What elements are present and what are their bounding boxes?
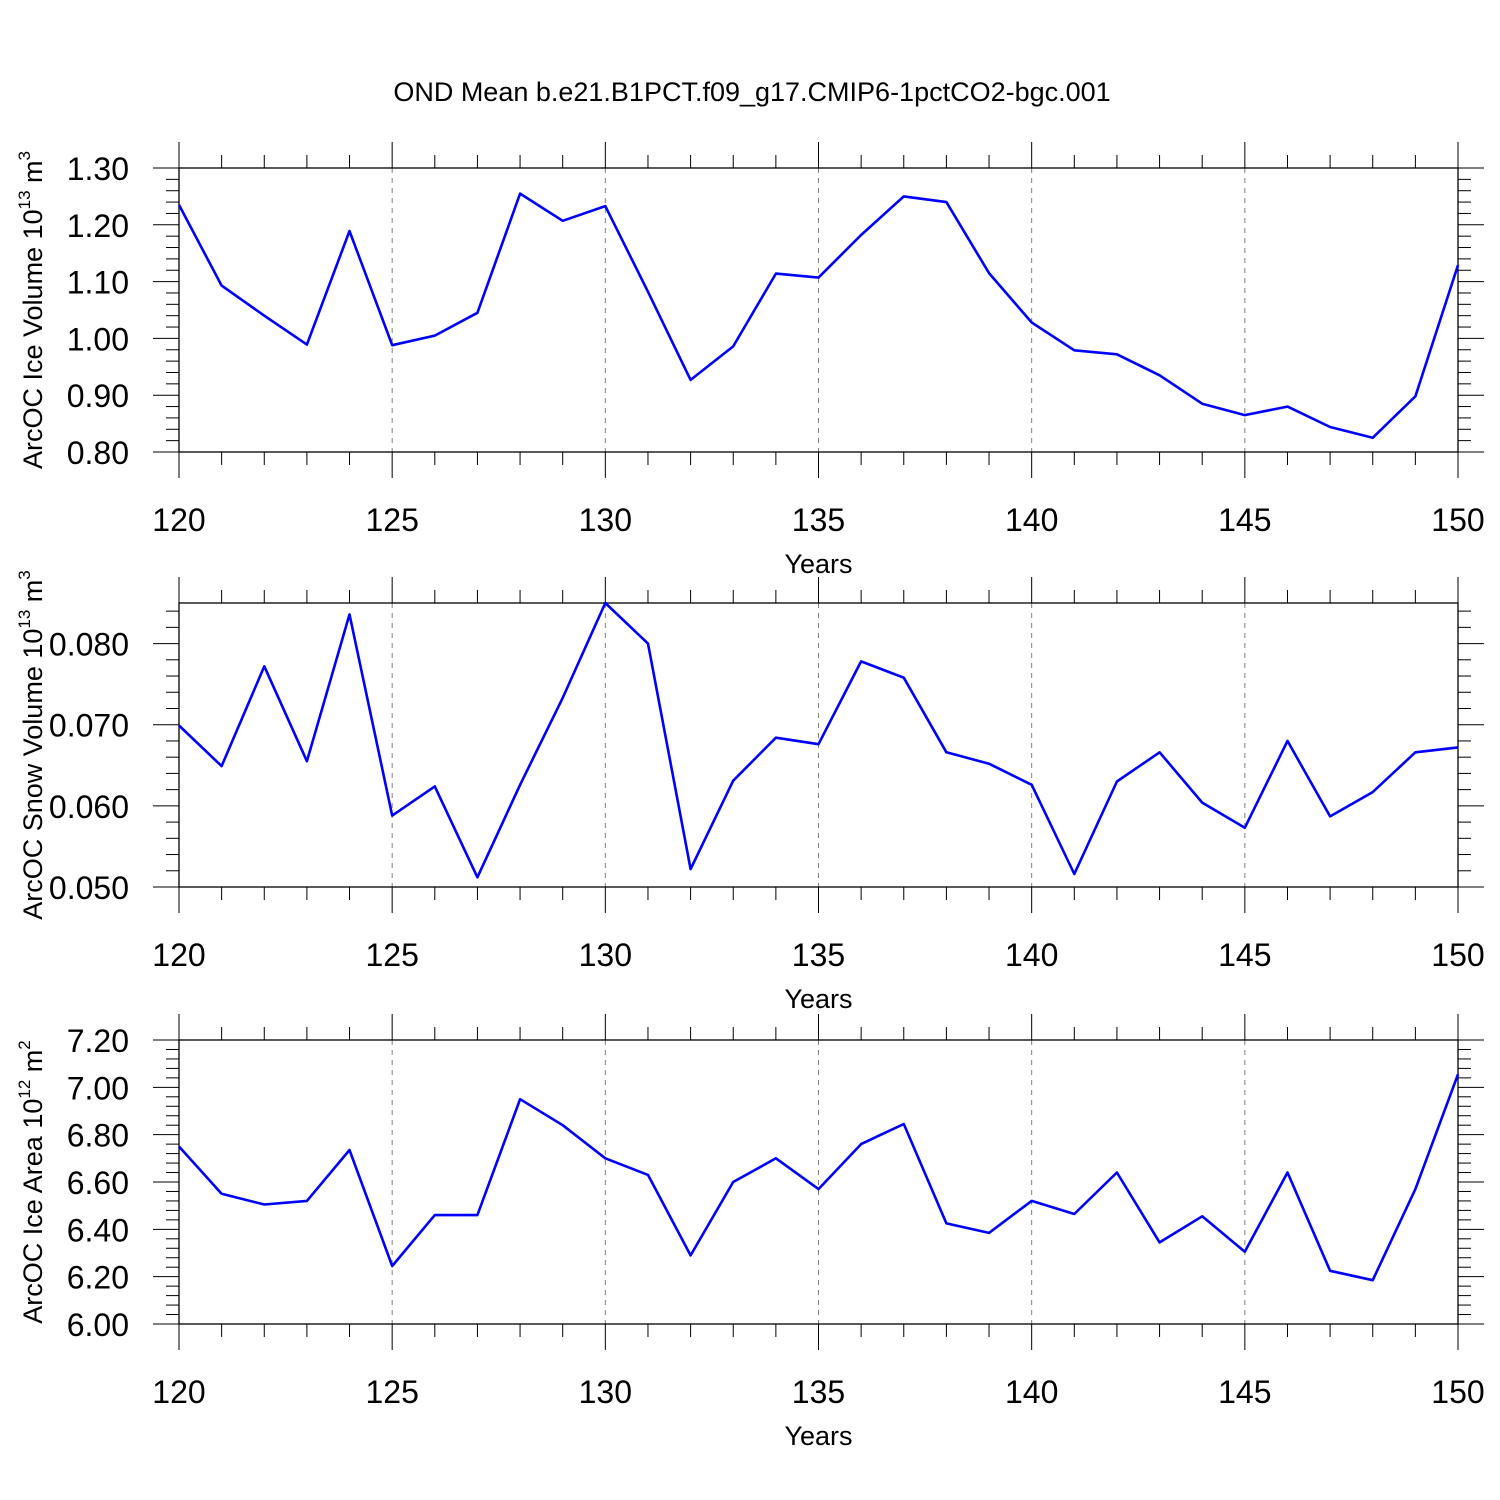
x-tick-label: 130	[579, 502, 632, 538]
x-tick-label: 125	[365, 937, 418, 973]
x-tick-label: 125	[365, 1374, 418, 1410]
y-axis-label-unit: m	[18, 1050, 48, 1080]
x-tick-label: 150	[1431, 1374, 1484, 1410]
x-tick-label: 140	[1005, 937, 1058, 973]
y-axis-label-unit-exponent: 3	[15, 151, 34, 160]
y-tick-label: 0.050	[49, 870, 129, 906]
y-axis-label-exponent: 13	[15, 190, 34, 209]
y-axis-label-text: ArcOC Ice Area 10	[18, 1099, 48, 1324]
x-tick-label: 135	[792, 502, 845, 538]
x-tick-label: 145	[1218, 1374, 1271, 1410]
y-axis-label: ArcOC Ice Area 1012 m2	[15, 1040, 48, 1324]
y-tick-label: 1.00	[67, 321, 129, 357]
x-tick-label: 135	[792, 937, 845, 973]
y-axis-label-exponent: 13	[15, 610, 34, 629]
x-tick-label: 120	[152, 1374, 205, 1410]
x-tick-label: 140	[1005, 1374, 1058, 1410]
y-axis-label-unit-exponent: 2	[15, 1040, 34, 1049]
y-axis-label: ArcOC Ice Volume 1013 m3	[15, 151, 48, 469]
x-tick-label: 145	[1218, 937, 1271, 973]
x-tick-label: 135	[792, 1374, 845, 1410]
panel-snow-volume: 0.050 0.060 0.070 0.080 120 125 130 135 140 145 15…	[15, 570, 1485, 1014]
x-axis-label: Years	[784, 1421, 852, 1451]
y-tick-label: 6.40	[67, 1212, 129, 1248]
x-tick-label: 145	[1218, 502, 1271, 538]
y-axis-label-unit: m	[18, 160, 48, 190]
y-tick-label: 7.20	[67, 1023, 129, 1059]
y-tick-label: 6.00	[67, 1307, 129, 1343]
y-tick-label: 1.30	[67, 151, 129, 187]
y-tick-label: 6.60	[67, 1165, 129, 1201]
x-tick-label: 120	[152, 502, 205, 538]
y-axis-label-text: ArcOC Ice Volume 10	[18, 209, 48, 469]
series-line	[178, 1073, 1460, 1282]
y-axis-label-exponent: 12	[15, 1080, 34, 1099]
y-axis-label-unit: m	[18, 580, 48, 610]
chart-title: OND Mean b.e21.B1PCT.f09_g17.CMIP6-1pctC…	[393, 77, 1110, 107]
y-tick-label: 0.070	[49, 708, 129, 744]
y-tick-label: 7.00	[67, 1070, 129, 1106]
x-tick-label: 130	[579, 937, 632, 973]
x-tick-label: 140	[1005, 502, 1058, 538]
y-tick-label: 0.90	[67, 378, 129, 414]
y-axis-label-text: ArcOC Snow Volume 10	[18, 629, 48, 920]
x-tick-label: 125	[365, 502, 418, 538]
y-tick-label: 1.20	[67, 208, 129, 244]
panel-ice-volume: 0.80 0.90 1.00 1.10 1.20 1.30 120 125 130 135 140 1…	[15, 142, 1485, 579]
y-tick-label: 0.80	[67, 435, 129, 471]
y-tick-label: 6.80	[67, 1118, 129, 1154]
y-tick-label: 0.080	[49, 627, 129, 663]
x-tick-label: 150	[1431, 502, 1484, 538]
y-axis-label: ArcOC Snow Volume 1013 m3	[15, 570, 48, 920]
y-tick-label: 0.060	[49, 789, 129, 825]
x-tick-label: 120	[152, 937, 205, 973]
x-tick-label: 130	[579, 1374, 632, 1410]
x-tick-label: 150	[1431, 937, 1484, 973]
panel-ice-area: 6.00 6.20 6.40 6.60 6.80 7.00 7.20 120 125 130 135…	[15, 1014, 1485, 1451]
y-axis-label-unit-exponent: 3	[15, 570, 34, 579]
y-tick-label: 6.20	[67, 1260, 129, 1296]
y-tick-label: 1.10	[67, 265, 129, 301]
x-axis-label: Years	[784, 984, 852, 1014]
x-axis-label: Years	[784, 549, 852, 579]
